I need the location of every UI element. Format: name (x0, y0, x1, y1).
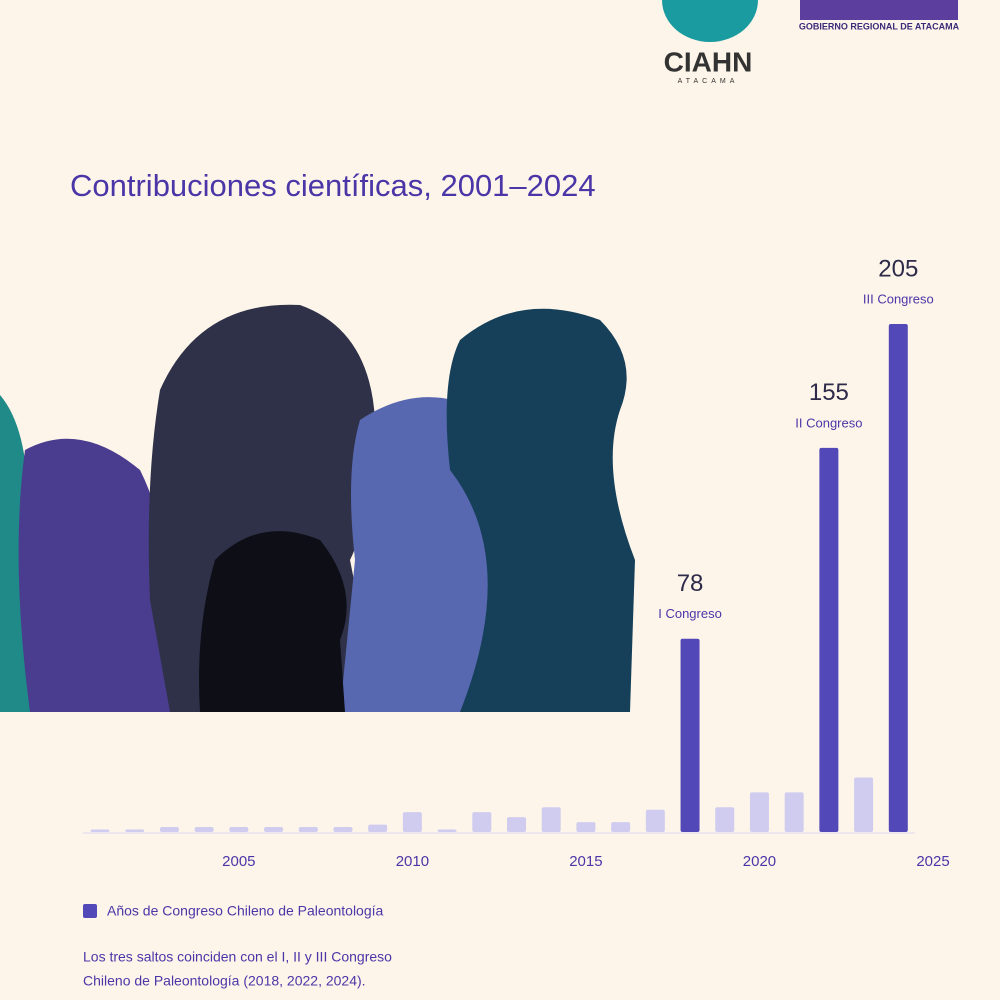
bar (402, 812, 422, 832)
data-label: 205 (878, 255, 918, 282)
bar (541, 807, 561, 832)
logo-text: CIAHN (664, 46, 753, 77)
bar (264, 827, 284, 832)
bar (749, 792, 769, 832)
bar (645, 809, 665, 832)
bar (611, 822, 631, 832)
silhouette (18, 438, 201, 712)
bar (854, 777, 874, 832)
annotation: I Congreso (658, 606, 722, 621)
bar (507, 817, 527, 832)
bar (819, 447, 839, 832)
silhouettes (0, 304, 635, 712)
data-label: 78 (677, 570, 704, 597)
bar (437, 829, 457, 832)
annotation: III Congreso (863, 291, 934, 306)
logo-shape (662, 0, 758, 42)
bar (194, 827, 214, 832)
x-tick-label: 2025 (916, 853, 949, 870)
bar (90, 829, 110, 832)
annotation: II Congreso (795, 415, 862, 430)
legend-label: Años de Congreso Chileno de Paleontologí… (107, 903, 384, 919)
silhouette (446, 308, 635, 712)
bar (888, 324, 908, 832)
bar (159, 827, 179, 832)
bar (368, 824, 388, 832)
bar (680, 638, 700, 832)
logo-shape (800, 0, 958, 20)
silhouette (199, 531, 347, 712)
note: Los tres saltos coinciden con el I, II y… (83, 949, 392, 965)
bar (784, 792, 804, 832)
chart-title: Contribuciones científicas, 2001–2024 (70, 168, 596, 203)
data-label: 155 (809, 379, 849, 406)
bar (333, 827, 353, 832)
legend-swatch (83, 904, 97, 918)
x-tick-label: 2020 (743, 853, 776, 870)
note: Chileno de Paleontología (2018, 2022, 20… (83, 973, 366, 989)
x-tick-label: 2015 (569, 853, 602, 870)
x-tick-label: 2010 (396, 853, 429, 870)
logo-text: GOBIERNO REGIONAL DE ATACAMA (799, 21, 960, 31)
bar (125, 829, 145, 832)
logo-subtext: ATACAMA (678, 78, 739, 85)
plot: 2005 2010 2015 2020 2025 I Congreso 78 II Congr… (82, 255, 950, 989)
x-tick-label: 2005 (222, 853, 255, 870)
bar (229, 827, 249, 832)
bar (715, 807, 735, 832)
bar (298, 827, 318, 832)
bar (472, 812, 492, 832)
bar (576, 822, 596, 832)
